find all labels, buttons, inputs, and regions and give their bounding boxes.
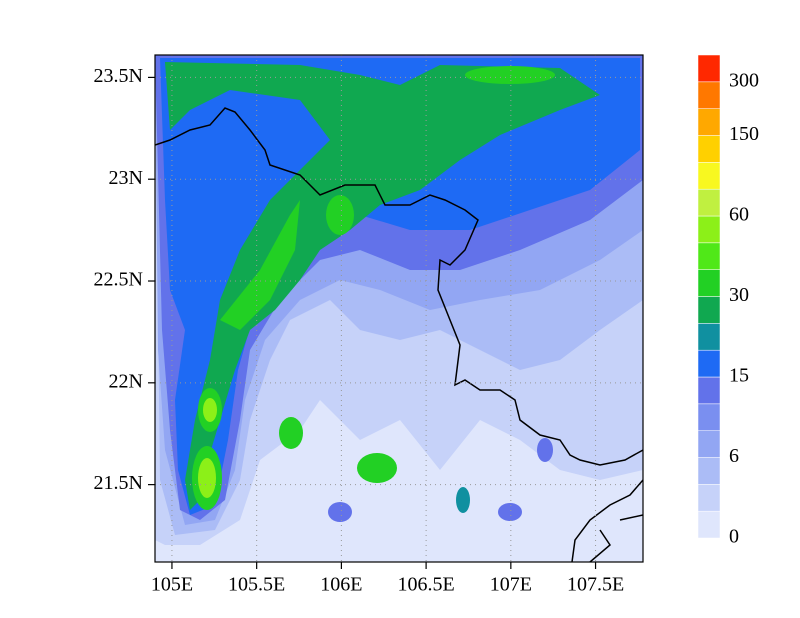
- colorbar-swatch: [697, 162, 721, 190]
- contour-band: [498, 503, 522, 521]
- colorbar-swatch: [697, 135, 721, 163]
- colorbar-swatch: [697, 457, 721, 485]
- colorbar-label: 6: [729, 445, 739, 467]
- contour-band: [537, 438, 553, 462]
- colorbar-swatch: [697, 376, 721, 405]
- colorbar-swatch: [697, 269, 721, 297]
- y-tick-label: 22.5N: [94, 269, 143, 291]
- contour-field: [155, 55, 643, 562]
- contour-band: [328, 502, 352, 522]
- contour-band: [160, 58, 640, 515]
- x-tick-label: 106E: [320, 574, 362, 596]
- y-tick-label: 22N: [109, 370, 143, 392]
- contour-band: [357, 453, 397, 483]
- border-line: [571, 479, 643, 562]
- colorbar-swatch: [697, 81, 721, 109]
- contour-band: [279, 417, 303, 449]
- x-tick-label: 105.5E: [228, 574, 285, 596]
- colorbar-swatch: [697, 242, 721, 270]
- x-tick-label: 107E: [490, 574, 532, 596]
- colorbar-swatch: [697, 484, 721, 512]
- contour-band: [465, 66, 555, 84]
- colorbar-swatch: [697, 215, 721, 244]
- colorbar-swatch: [697, 403, 721, 431]
- contour-band: [220, 200, 300, 330]
- colorbar-label: 300: [729, 69, 759, 91]
- colorbar-swatch: [697, 349, 721, 378]
- colorbar-swatch: [697, 323, 721, 351]
- y-tick-label: 23.5N: [94, 65, 143, 87]
- colorbar-label: 150: [729, 123, 759, 145]
- colorbar-swatch: [697, 510, 721, 539]
- y-tick-label: 23N: [109, 167, 143, 189]
- colorbar-swatch: [697, 188, 721, 217]
- colorbar-swatch: [697, 108, 721, 136]
- colorbar-label: 15: [729, 365, 749, 387]
- colorbar-swatch: [697, 430, 721, 458]
- x-tick-label: 106.5E: [398, 574, 455, 596]
- colorbar-label: 60: [729, 204, 749, 226]
- colorbar-label: 0: [729, 526, 739, 548]
- y-tick-label: 21.5N: [94, 472, 143, 494]
- contour-band: [456, 487, 470, 513]
- plot-frame: [154, 54, 644, 563]
- border-line: [155, 107, 643, 466]
- contour-band: [203, 398, 217, 422]
- x-tick-label: 107.5E: [567, 574, 624, 596]
- x-tick-label: 105E: [151, 574, 193, 596]
- contour-band: [326, 195, 354, 235]
- colorbar-swatch: [697, 54, 721, 83]
- colorbar-label: 30: [729, 284, 749, 306]
- contour-band: [198, 458, 216, 498]
- colorbar-swatch: [697, 296, 721, 324]
